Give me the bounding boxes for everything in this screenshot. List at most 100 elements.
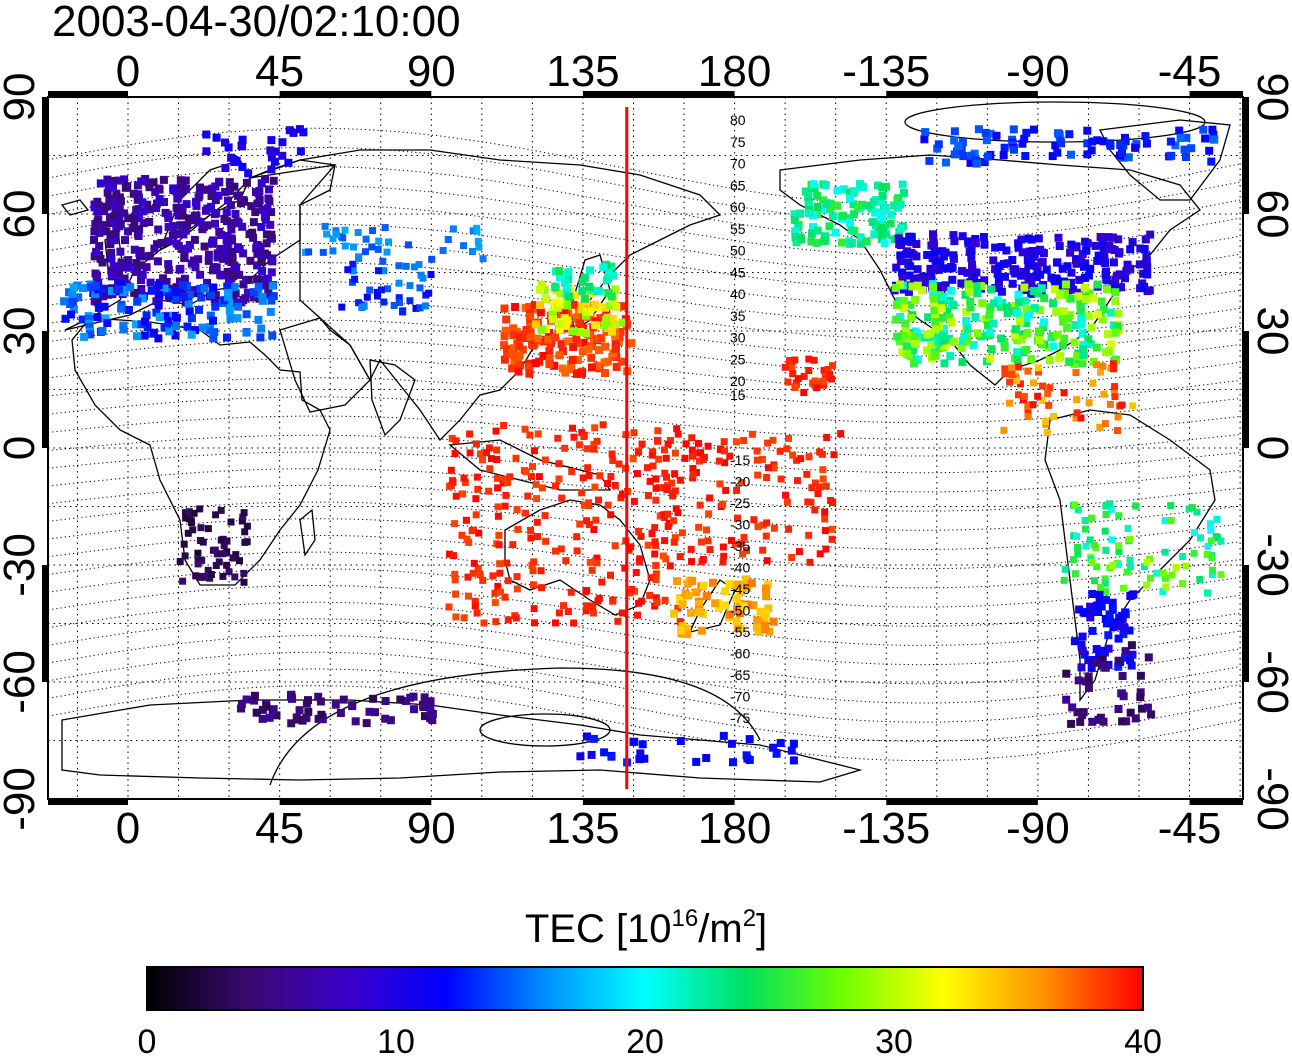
tec-cell (555, 325, 564, 334)
tec-cell (729, 758, 737, 767)
tec-cell (813, 191, 822, 200)
tec-cell (887, 210, 896, 219)
bottom-axis-bar (886, 799, 1038, 805)
tec-cell (95, 242, 104, 251)
lon-tick-label-top: 135 (546, 47, 619, 96)
tec-cell (130, 245, 139, 254)
tec-cell (587, 750, 596, 759)
tec-cell (899, 296, 908, 305)
tec-cell (954, 142, 963, 150)
tec-cell (1126, 245, 1135, 254)
tec-cell (648, 530, 656, 538)
tec-cell (94, 303, 103, 312)
tec-cell (1060, 334, 1069, 343)
tec-cell (552, 547, 559, 555)
tec-cell (1067, 150, 1075, 159)
tec-cell (176, 264, 185, 273)
tec-cell (971, 235, 980, 243)
tec-cell (870, 230, 879, 239)
top-axis-bar (886, 91, 1038, 97)
tec-cell (384, 285, 392, 293)
tec-cell (530, 447, 538, 455)
tec-cell (176, 183, 185, 192)
mlat-contour (48, 396, 1241, 440)
tec-cell (1010, 145, 1018, 154)
colorbar-title-end: ] (756, 907, 768, 951)
tec-cell (339, 234, 347, 242)
tec-cell (1110, 620, 1119, 629)
tec-cell (1111, 296, 1120, 305)
tec-cell (1124, 525, 1132, 532)
tec-cell (1088, 590, 1097, 598)
tec-cell (1126, 656, 1135, 665)
tec-cell (786, 357, 793, 364)
tec-cell (1108, 536, 1116, 544)
tec-cell (1047, 273, 1056, 282)
tec-cell (670, 538, 678, 546)
tec-cell (839, 185, 848, 194)
tec-cell (1016, 380, 1024, 388)
mlat-label: 20 (730, 373, 746, 389)
tec-cell (603, 357, 612, 366)
tec-cell (314, 692, 323, 701)
tec-cell (479, 255, 487, 263)
tec-cell (567, 365, 576, 374)
tec-cell (1074, 506, 1082, 514)
tec-cell (1066, 294, 1075, 303)
tec-cell (1088, 137, 1097, 146)
tec-cell (483, 449, 491, 457)
tec-cell (548, 310, 557, 319)
tec-cell (110, 218, 119, 227)
mlat-label: -65 (730, 667, 750, 683)
tec-cell (176, 558, 184, 565)
tec-cell (74, 293, 83, 302)
tec-cell (1051, 141, 1060, 150)
tec-cell (611, 340, 620, 349)
tec-cell (1083, 150, 1092, 159)
tec-cell (115, 205, 124, 214)
tec-cell (90, 227, 99, 236)
tec-cell (651, 538, 659, 546)
mlat-label: -20 (730, 474, 750, 490)
tec-cell (872, 208, 881, 217)
tec-cell (1048, 152, 1057, 161)
tec-cell (536, 308, 545, 317)
tec-cell (1124, 153, 1133, 162)
tec-cell (1017, 335, 1026, 344)
tec-cell (597, 334, 606, 343)
tec-cell (522, 509, 529, 517)
tec-cell (171, 331, 180, 340)
tec-cell (451, 520, 459, 528)
tec-cell (1084, 312, 1093, 321)
tec-cell (420, 693, 429, 702)
tec-cell (102, 202, 111, 211)
tec-cell (374, 245, 382, 253)
tec-cell (1035, 368, 1042, 376)
tec-cell (612, 302, 621, 311)
tec-cell (783, 498, 791, 506)
tec-cell (494, 582, 502, 590)
tec-cell (849, 210, 858, 219)
tec-cell (124, 214, 133, 223)
tec-cell (1096, 713, 1105, 722)
tec-cell (1008, 279, 1017, 288)
tec-cell (762, 532, 770, 540)
tec-cell (492, 618, 500, 626)
tec-cell (512, 614, 520, 622)
mlat-label: -40 (730, 560, 750, 576)
mlat-label: 80 (730, 112, 746, 128)
tec-cell (816, 448, 824, 456)
tec-cell (1102, 274, 1111, 283)
tec-cell (351, 717, 360, 726)
tec-cell (986, 354, 995, 363)
tec-cell (533, 495, 541, 503)
tec-cell (1203, 550, 1211, 558)
tec-cell (412, 304, 420, 312)
tec-cell (1114, 413, 1122, 421)
tec-cell (557, 545, 565, 553)
lat-tick-label-right: 60 (1248, 190, 1292, 239)
tec-cell (177, 188, 186, 196)
tec-cell (1135, 260, 1144, 269)
tec-cell (694, 439, 702, 447)
tec-cell (715, 457, 723, 465)
